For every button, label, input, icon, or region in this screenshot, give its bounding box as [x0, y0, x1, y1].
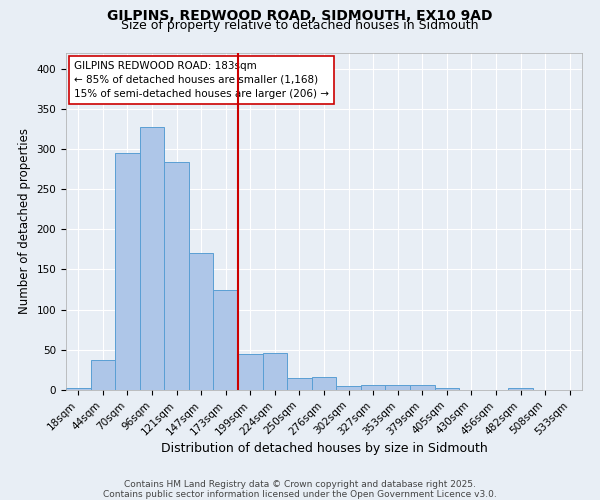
X-axis label: Distribution of detached houses by size in Sidmouth: Distribution of detached houses by size … — [161, 442, 487, 455]
Bar — [312, 377, 336, 390]
Bar — [189, 254, 214, 390]
Bar — [66, 388, 91, 390]
Text: GILPINS, REDWOOD ROAD, SIDMOUTH, EX10 9AD: GILPINS, REDWOOD ROAD, SIDMOUTH, EX10 9A… — [107, 9, 493, 23]
Bar — [336, 386, 361, 390]
Bar — [287, 378, 312, 390]
Text: Size of property relative to detached houses in Sidmouth: Size of property relative to detached ho… — [121, 19, 479, 32]
Bar — [385, 385, 410, 390]
Bar — [508, 388, 533, 390]
Bar — [263, 353, 287, 390]
Y-axis label: Number of detached properties: Number of detached properties — [18, 128, 31, 314]
Bar — [164, 162, 189, 390]
Bar — [91, 360, 115, 390]
Text: Contains HM Land Registry data © Crown copyright and database right 2025.
Contai: Contains HM Land Registry data © Crown c… — [103, 480, 497, 499]
Bar — [434, 388, 459, 390]
Bar — [238, 354, 263, 390]
Text: GILPINS REDWOOD ROAD: 183sqm
← 85% of detached houses are smaller (1,168)
15% of: GILPINS REDWOOD ROAD: 183sqm ← 85% of de… — [74, 61, 329, 99]
Bar — [410, 385, 434, 390]
Bar — [115, 153, 140, 390]
Bar — [361, 385, 385, 390]
Bar — [140, 127, 164, 390]
Bar — [214, 290, 238, 390]
